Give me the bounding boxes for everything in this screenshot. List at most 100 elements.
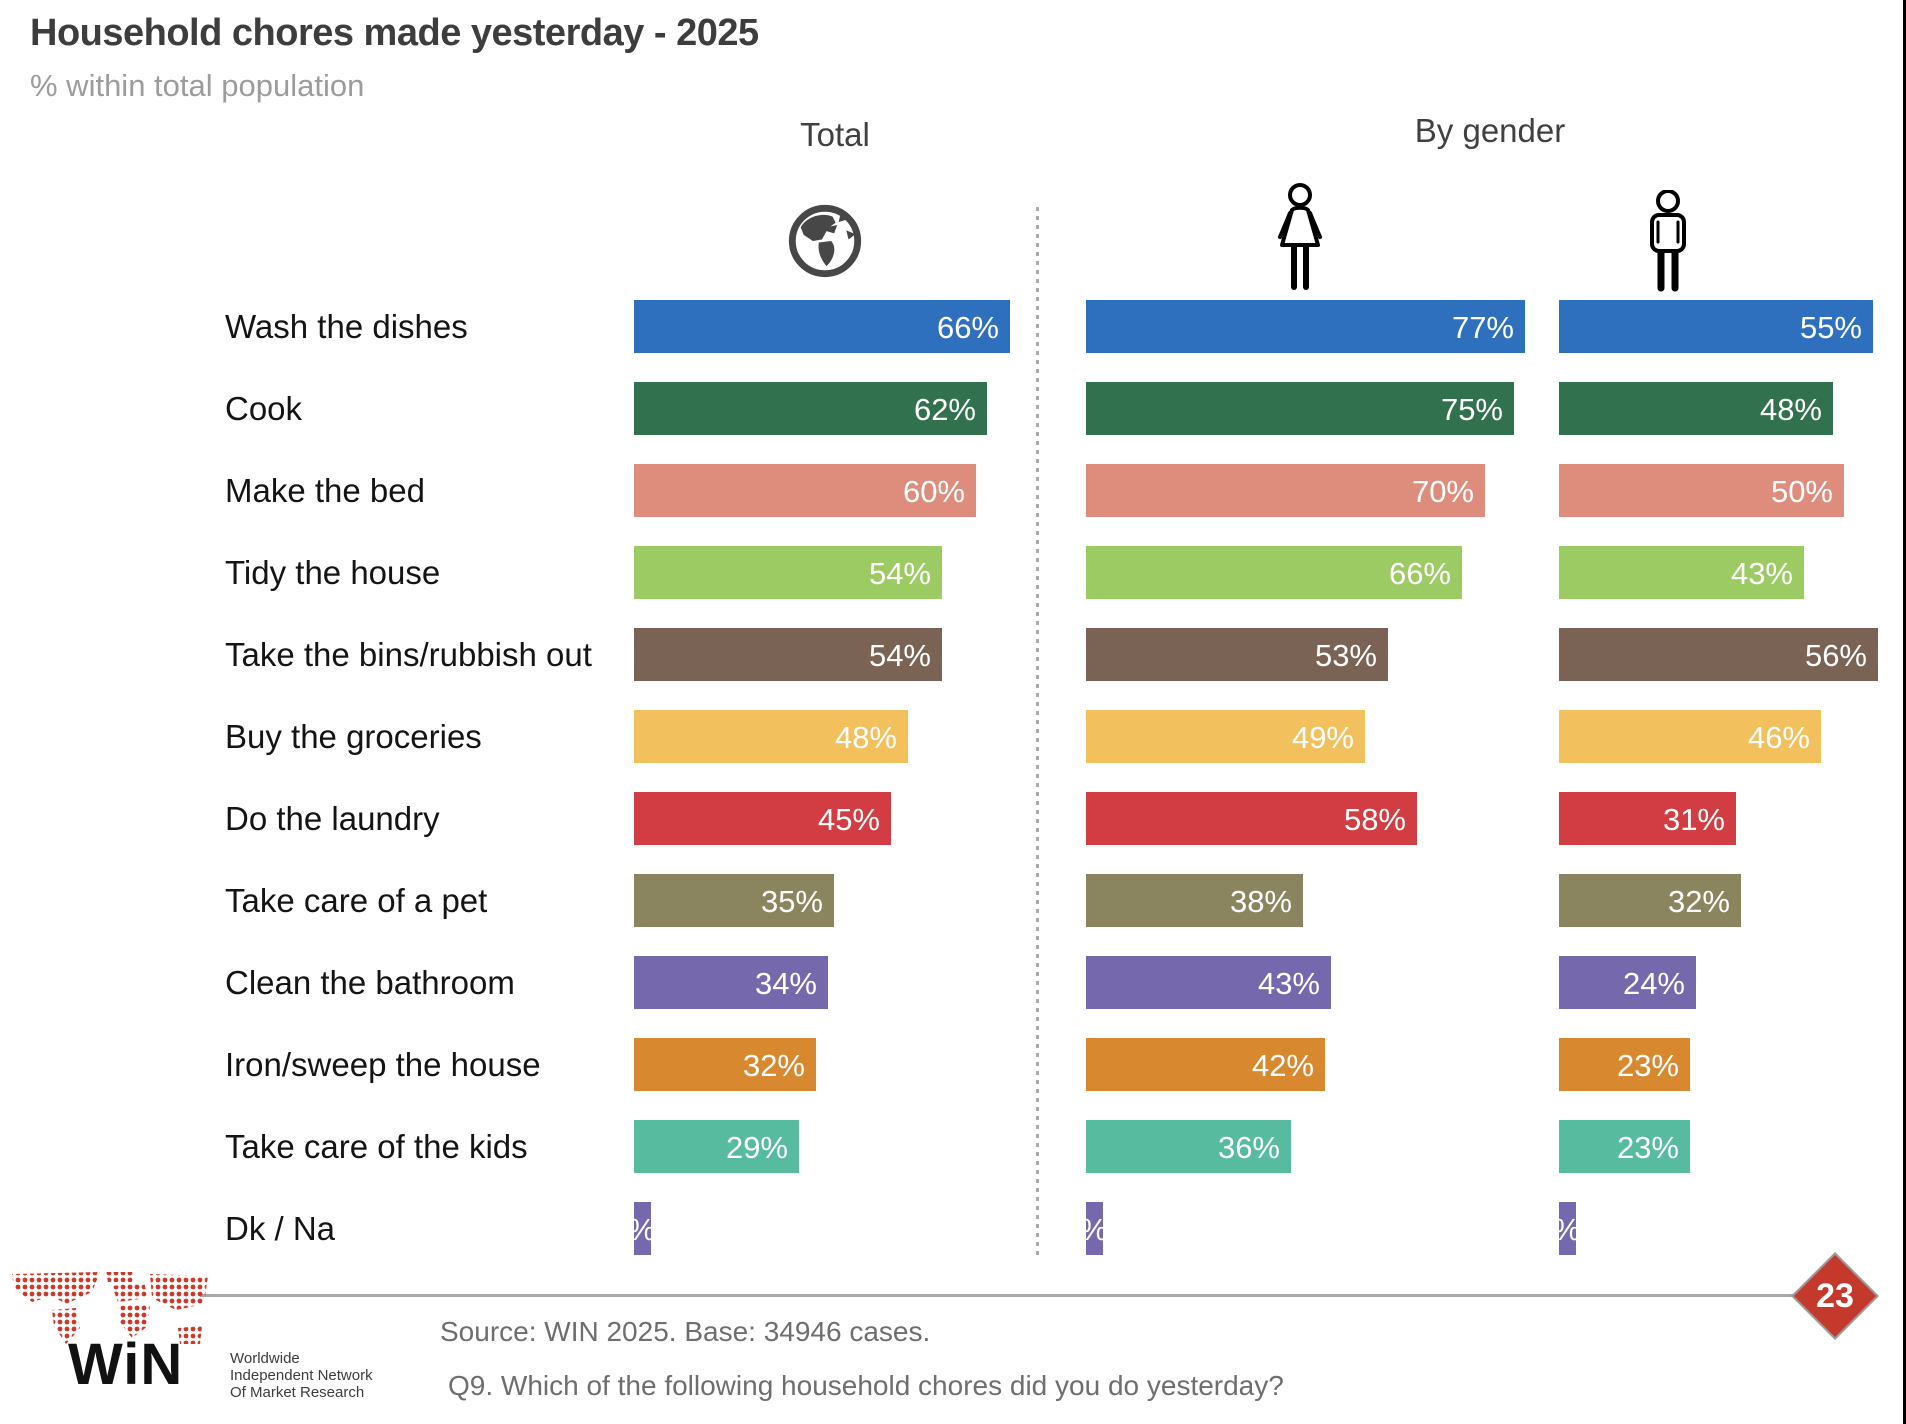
- bar-male: 48%: [1559, 382, 1833, 435]
- bar-female: 38%: [1086, 874, 1303, 927]
- chore-row: Buy the groceries 48% 49% 46%: [0, 710, 1906, 763]
- bar-value-label: 54%: [868, 638, 931, 673]
- bar-male: 56%: [1559, 628, 1878, 681]
- bar-value-label: 58%: [1343, 802, 1406, 837]
- column-header-by-gender: By gender: [1414, 112, 1566, 149]
- bar-female: 75%: [1086, 382, 1514, 435]
- bar-value-label: 56%: [1804, 638, 1867, 673]
- chore-label: Buy the groceries: [225, 718, 482, 755]
- chore-label: Iron/sweep the house: [225, 1046, 541, 1083]
- bar-value-label: 66%: [1388, 556, 1451, 591]
- chore-label: Clean the bathroom: [225, 964, 515, 1001]
- bar-total: 45%: [634, 792, 891, 845]
- globe-icon: [788, 204, 862, 278]
- bar-total: 48%: [634, 710, 908, 763]
- bar-male: 23%: [1559, 1038, 1690, 1091]
- win-logo-world-map: [12, 1272, 208, 1344]
- bar-value-label: 45%: [817, 802, 880, 837]
- bar-female: 53%: [1086, 628, 1388, 681]
- bar-value-label: 43%: [1730, 556, 1793, 591]
- bar-value-label: 29%: [725, 1130, 788, 1165]
- bar-male: %: [1553, 1202, 1581, 1255]
- bar-value-label: 48%: [1759, 392, 1822, 427]
- chore-label: Wash the dishes: [225, 308, 468, 345]
- bar-total: 34%: [634, 956, 828, 1009]
- bar-value-label: 23%: [1616, 1048, 1679, 1083]
- bar-total: 66%: [634, 300, 1010, 353]
- bar-male: 43%: [1559, 546, 1804, 599]
- screen-right-edge: [1903, 0, 1906, 1424]
- bar-female: 42%: [1086, 1038, 1325, 1091]
- column-header-total: Total: [800, 116, 870, 153]
- bar-male: 23%: [1559, 1120, 1690, 1173]
- bar-total: %: [628, 1202, 656, 1255]
- question-text: Q9. Which of the following household cho…: [448, 1370, 1284, 1401]
- bar-value-label: 36%: [1217, 1130, 1280, 1165]
- chore-row: Cook 62% 75% 48%: [0, 382, 1906, 435]
- chore-row: Take the bins/rubbish out 54% 53% 56%: [0, 628, 1906, 681]
- bar-male: 50%: [1559, 464, 1844, 517]
- chore-row: Take care of a pet 35% 38% 32%: [0, 874, 1906, 927]
- page-title: Household chores made yesterday - 2025: [30, 12, 759, 54]
- bar-male: 55%: [1559, 300, 1873, 353]
- chore-row: Iron/sweep the house 32% 42% 23%: [0, 1038, 1906, 1091]
- chore-row: Do the laundry 45% 58% 31%: [0, 792, 1906, 845]
- bar-value-label: 70%: [1411, 474, 1474, 509]
- bar-value-label: 62%: [913, 392, 976, 427]
- bar-female: 49%: [1086, 710, 1365, 763]
- bar-total: 32%: [634, 1038, 816, 1091]
- bar-value-label: 50%: [1770, 474, 1833, 509]
- bar-value-label: %: [628, 1212, 656, 1247]
- bar-value-label: 77%: [1451, 310, 1514, 345]
- bar-value-label: 48%: [834, 720, 897, 755]
- win-logo-desc-line: Independent Network: [230, 1367, 373, 1384]
- chore-row: Wash the dishes 66% 77% 55%: [0, 300, 1906, 353]
- chore-row: Make the bed 60% 70% 50%: [0, 464, 1906, 517]
- bar-female: 77%: [1086, 300, 1525, 353]
- chore-label: Dk / Na: [225, 1210, 336, 1247]
- bar-value-label: %: [1553, 1212, 1581, 1247]
- bar-value-label: 75%: [1440, 392, 1503, 427]
- chore-row: Take care of the kids 29% 36% 23%: [0, 1120, 1906, 1173]
- win-logo-description: Worldwide Independent Network Of Market …: [230, 1350, 373, 1401]
- bar-male: 32%: [1559, 874, 1741, 927]
- chore-label: Make the bed: [225, 472, 425, 509]
- bar-value-label: %: [1080, 1212, 1108, 1247]
- page-subtitle: % within total population: [30, 68, 365, 103]
- chore-label: Tidy the house: [225, 554, 441, 591]
- page-number: 23: [1816, 1276, 1854, 1315]
- bar-value-label: 53%: [1314, 638, 1377, 673]
- bar-total: 54%: [634, 628, 942, 681]
- bar-female: 43%: [1086, 956, 1331, 1009]
- bar-total: 29%: [634, 1120, 799, 1173]
- bar-value-label: 31%: [1662, 802, 1725, 837]
- bar-value-label: 60%: [902, 474, 965, 509]
- footer-separator-line: [200, 1294, 1793, 1297]
- dotted-column-separator: [1036, 207, 1039, 1255]
- bar-male: 46%: [1559, 710, 1821, 763]
- bar-total: 54%: [634, 546, 942, 599]
- chore-row: Dk / Na % % %: [0, 1202, 1906, 1255]
- bar-value-label: 55%: [1799, 310, 1862, 345]
- bar-value-label: 66%: [936, 310, 999, 345]
- bar-value-label: 54%: [868, 556, 931, 591]
- win-logo-desc-line: Worldwide: [230, 1350, 300, 1367]
- win-logo-desc-line: Of Market Research: [230, 1384, 365, 1401]
- chore-row: Tidy the house 54% 66% 43%: [0, 546, 1906, 599]
- chore-label: Cook: [225, 390, 303, 427]
- bar-value-label: 32%: [742, 1048, 805, 1083]
- bar-value-label: 35%: [760, 884, 823, 919]
- bar-female: %: [1080, 1202, 1108, 1255]
- bar-total: 60%: [634, 464, 976, 517]
- chore-label: Do the laundry: [225, 800, 440, 837]
- bar-value-label: 49%: [1291, 720, 1354, 755]
- male-icon: [1650, 190, 1686, 292]
- bar-value-label: 43%: [1257, 966, 1320, 1001]
- bar-total: 35%: [634, 874, 834, 927]
- bar-male: 31%: [1559, 792, 1736, 845]
- source-text: Source: WIN 2025. Base: 34946 cases.: [440, 1316, 931, 1347]
- chore-label: Take the bins/rubbish out: [225, 636, 592, 673]
- bar-value-label: 24%: [1622, 966, 1685, 1001]
- bar-value-label: 32%: [1667, 884, 1730, 919]
